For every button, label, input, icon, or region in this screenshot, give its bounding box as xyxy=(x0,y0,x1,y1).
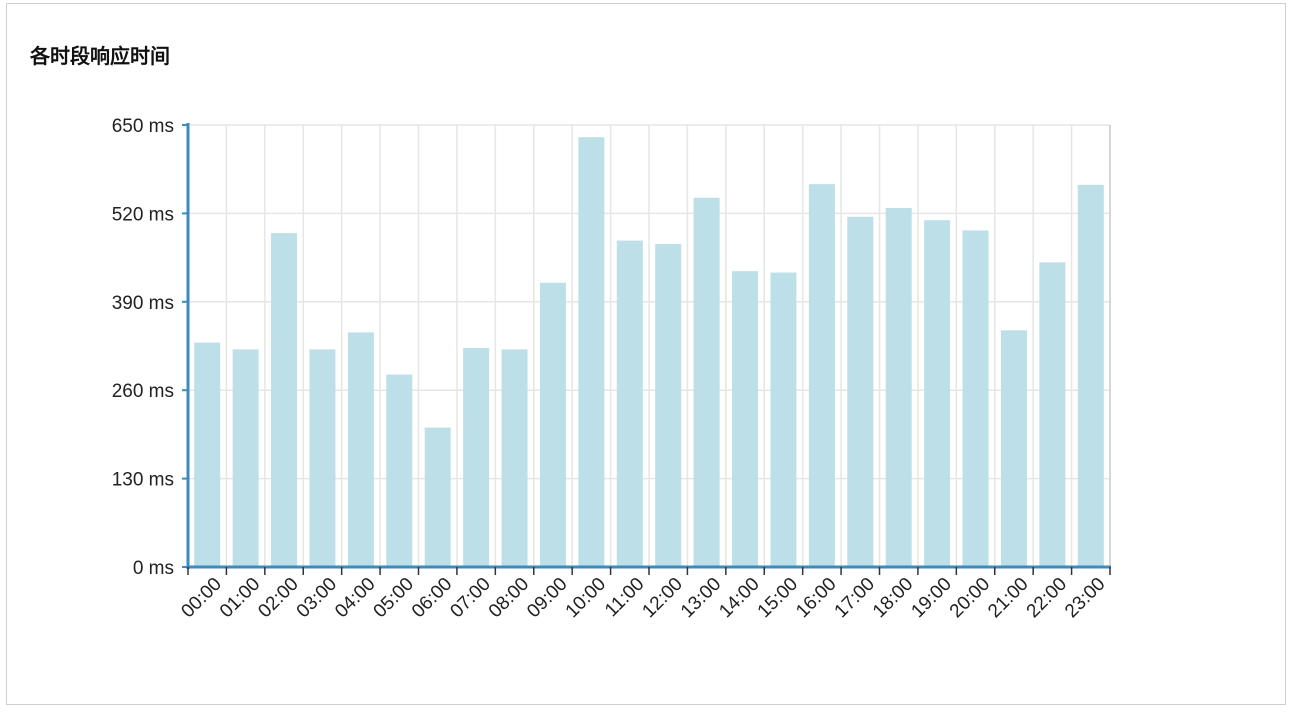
bar-2100 xyxy=(1000,330,1027,567)
gridlines xyxy=(188,124,1111,567)
y-tick-label: 650 ms xyxy=(112,116,174,137)
x-tick-label: 08:00 xyxy=(485,574,533,622)
y-tick-labels: 0 ms 130 ms 260 ms 390 ms 520 ms 650 ms xyxy=(112,116,174,579)
y-tick-label: 520 ms xyxy=(112,204,174,225)
bar-1700 xyxy=(847,216,874,568)
bar-0400 xyxy=(347,332,374,567)
x-tick-label: 19:00 xyxy=(907,574,955,622)
x-tick-label: 22:00 xyxy=(1023,574,1071,622)
bar-1500 xyxy=(770,272,797,567)
bar-0000 xyxy=(194,342,221,567)
bar-0100 xyxy=(232,349,259,567)
x-tick-label: 18:00 xyxy=(869,574,917,622)
y-tick-label: 130 ms xyxy=(112,470,174,491)
x-tick-label: 15:00 xyxy=(754,574,802,622)
bar-1300 xyxy=(693,197,720,567)
axes xyxy=(182,123,1111,575)
bar-1900 xyxy=(924,220,951,567)
x-tick-label: 11:00 xyxy=(601,574,648,621)
x-tick-labels: 00:0001:0002:0003:0004:0005:0006:0007:00… xyxy=(177,574,1109,622)
y-tick-label: 260 ms xyxy=(112,381,174,402)
x-tick-label: 21:00 xyxy=(984,574,1032,622)
x-tick-label: 01:00 xyxy=(216,574,264,622)
y-tick-label: 0 ms xyxy=(133,558,174,579)
x-tick-label: 16:00 xyxy=(792,574,840,622)
bar-1600 xyxy=(808,184,835,567)
bar-2000 xyxy=(962,230,989,567)
bar-2300 xyxy=(1077,184,1104,567)
x-tick-label: 12:00 xyxy=(638,574,686,622)
bar-1200 xyxy=(655,244,682,567)
x-tick-label: 23:00 xyxy=(1061,574,1109,622)
bar-1400 xyxy=(732,271,759,567)
bar-0800 xyxy=(501,349,528,567)
x-tick-label: 10:00 xyxy=(562,574,610,622)
x-tick-label: 03:00 xyxy=(293,574,341,622)
panel-title: 各时段响应时间 xyxy=(30,44,170,68)
x-tick-label: 17:00 xyxy=(831,574,879,622)
bar-1100 xyxy=(616,240,643,567)
bar-0900 xyxy=(539,282,566,567)
bar-2200 xyxy=(1039,262,1066,567)
bar-0700 xyxy=(463,348,490,567)
bar-0200 xyxy=(271,233,298,567)
x-tick-label: 05:00 xyxy=(370,574,418,622)
bar-1800 xyxy=(885,207,912,567)
bar-0600 xyxy=(424,427,451,567)
y-tick-label: 390 ms xyxy=(112,293,174,314)
x-tick-label: 14:00 xyxy=(715,574,763,622)
bar-0500 xyxy=(386,374,413,567)
x-tick-label: 07:00 xyxy=(446,574,494,622)
x-tick-label: 06:00 xyxy=(408,574,456,622)
bars xyxy=(194,137,1104,568)
bar-1000 xyxy=(578,137,605,568)
x-tick-label: 20:00 xyxy=(946,574,994,622)
x-tick-label: 09:00 xyxy=(523,574,571,622)
x-tick-label: 13:00 xyxy=(677,574,725,622)
bar-0300 xyxy=(309,349,336,567)
x-tick-label: 00:00 xyxy=(177,574,225,622)
x-tick-label: 02:00 xyxy=(254,574,302,622)
x-tick-label: 04:00 xyxy=(331,574,379,622)
